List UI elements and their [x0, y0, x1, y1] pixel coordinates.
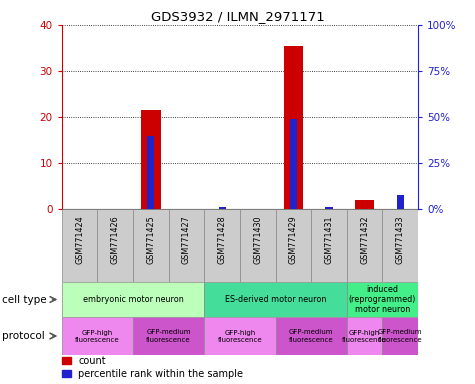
- Text: ES-derived motor neuron: ES-derived motor neuron: [225, 295, 326, 304]
- Bar: [347, 317, 382, 355]
- Bar: [276, 317, 347, 355]
- Bar: [204, 209, 240, 282]
- Text: GSM771425: GSM771425: [146, 215, 155, 264]
- Text: GFP-high
fluorescence: GFP-high fluorescence: [218, 329, 262, 343]
- Text: GSM771427: GSM771427: [182, 215, 191, 264]
- Bar: [133, 317, 204, 355]
- Bar: [62, 317, 133, 355]
- Text: protocol: protocol: [2, 331, 45, 341]
- Text: cell type: cell type: [2, 295, 47, 305]
- Text: GFP-medium
fluorescence: GFP-medium fluorescence: [289, 329, 333, 343]
- Bar: [204, 317, 276, 355]
- Text: GSM771430: GSM771430: [253, 215, 262, 264]
- Bar: [325, 207, 332, 209]
- Text: GSM771433: GSM771433: [396, 215, 405, 264]
- Bar: [218, 207, 226, 209]
- Bar: [284, 46, 303, 209]
- Bar: [397, 195, 404, 209]
- Bar: [147, 136, 154, 209]
- Bar: [62, 282, 204, 317]
- Bar: [290, 119, 297, 209]
- Bar: [382, 317, 418, 355]
- Text: GFP-medium
fluorescence: GFP-medium fluorescence: [378, 329, 422, 343]
- Bar: [382, 209, 418, 282]
- Text: GFP-high
fluorescence: GFP-high fluorescence: [342, 329, 387, 343]
- Bar: [311, 209, 347, 282]
- Bar: [240, 209, 276, 282]
- Text: GSM771429: GSM771429: [289, 215, 298, 264]
- Bar: [204, 282, 347, 317]
- Text: GFP-high
fluorescence: GFP-high fluorescence: [75, 329, 120, 343]
- Text: embryonic motor neuron: embryonic motor neuron: [83, 295, 183, 304]
- Bar: [62, 209, 97, 282]
- Legend: count, percentile rank within the sample: count, percentile rank within the sample: [62, 356, 243, 379]
- Bar: [347, 282, 418, 317]
- Text: GSM771431: GSM771431: [324, 215, 333, 264]
- Bar: [97, 209, 133, 282]
- Text: induced
(reprogrammed)
motor neuron: induced (reprogrammed) motor neuron: [349, 285, 416, 314]
- Text: GSM771432: GSM771432: [360, 215, 369, 264]
- Bar: [169, 209, 204, 282]
- Bar: [355, 200, 374, 209]
- Text: GSM771426: GSM771426: [111, 215, 120, 264]
- Text: GSM771428: GSM771428: [218, 215, 227, 264]
- Bar: [276, 209, 311, 282]
- Text: GSM771424: GSM771424: [75, 215, 84, 264]
- Text: GFP-medium
fluorescence: GFP-medium fluorescence: [146, 329, 191, 343]
- Bar: [133, 209, 169, 282]
- Bar: [141, 110, 161, 209]
- Text: GDS3932 / ILMN_2971171: GDS3932 / ILMN_2971171: [151, 10, 324, 23]
- Bar: [347, 209, 382, 282]
